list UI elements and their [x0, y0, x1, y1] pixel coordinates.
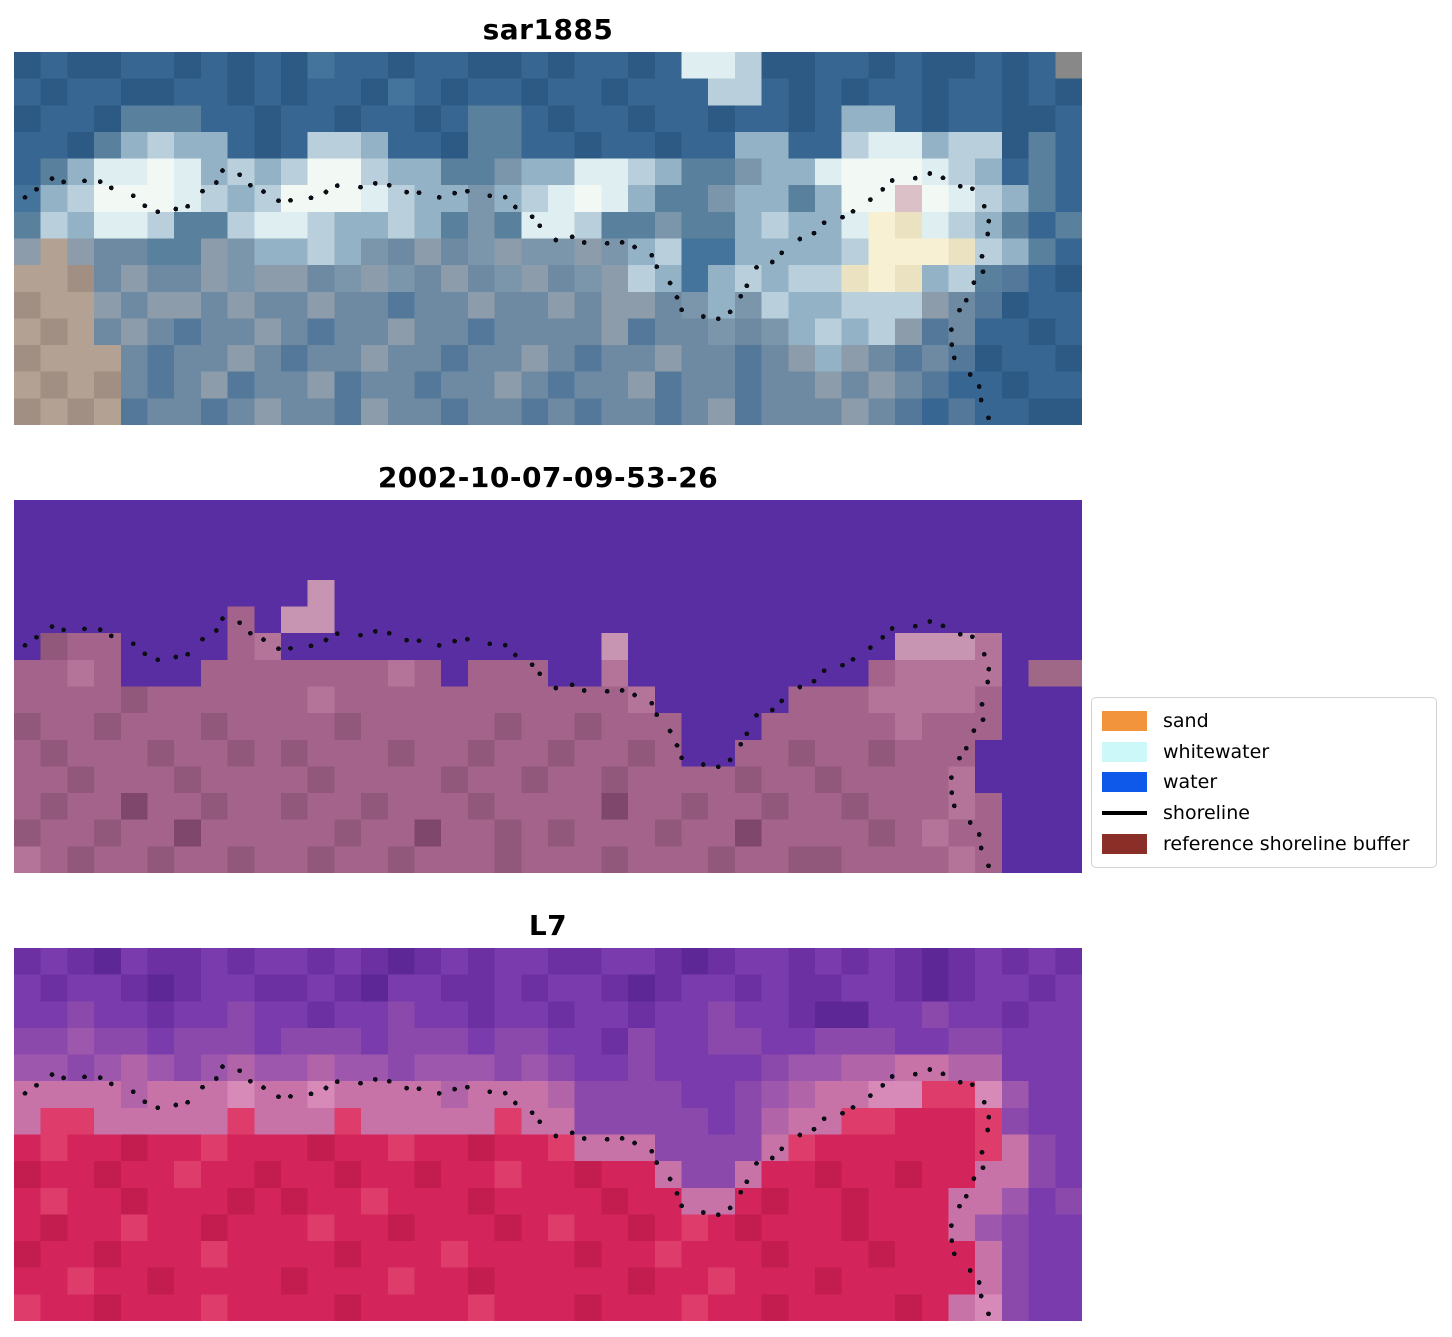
shoreline-dots: [22, 168, 992, 421]
legend-item-whitewater: whitewater: [1102, 737, 1426, 768]
panel-classified-2002-10-07: 2002-10-07-09-53-26: [14, 456, 1082, 873]
l7-image: [14, 948, 1082, 1321]
legend-item-reference-shoreline-buffer: reference shoreline buffer: [1102, 828, 1426, 859]
shoreline-dots: [22, 1064, 992, 1317]
pixel-grid: [14, 500, 1082, 873]
whitewater-color-swatch: [1102, 741, 1147, 762]
legend-label-water: water: [1163, 771, 1218, 794]
panel-l7: L7: [14, 904, 1082, 1321]
shoreline-line-swatch: [1102, 811, 1147, 815]
legend-label-whitewater: whitewater: [1163, 740, 1270, 763]
pixel-grid: [14, 948, 1082, 1321]
legend-item-sand: sand: [1102, 706, 1426, 737]
legend-label-reference-shoreline-buffer: reference shoreline buffer: [1163, 832, 1410, 855]
legend-item-shoreline: shoreline: [1102, 798, 1426, 829]
panel-title-classified: 2002-10-07-09-53-26: [377, 461, 719, 494]
reference-shoreline-buffer-color-swatch: [1102, 833, 1147, 854]
pixel-grid: [14, 52, 1082, 425]
legend-item-water: water: [1102, 767, 1426, 798]
panel-title-l7: L7: [528, 909, 568, 942]
shoreline-dots: [22, 616, 992, 869]
water-color-swatch: [1102, 772, 1147, 793]
legend-label-shoreline: shoreline: [1163, 802, 1250, 825]
legend-label-sand: sand: [1163, 710, 1209, 733]
classified-image: [14, 500, 1082, 873]
panel-sar1885: sar1885: [14, 8, 1082, 425]
panel-title-sar1885: sar1885: [482, 13, 614, 46]
sar1885-image: [14, 52, 1082, 425]
legend: sand whitewater water shoreline reference sh…: [1091, 697, 1437, 868]
sand-color-swatch: [1102, 711, 1147, 732]
